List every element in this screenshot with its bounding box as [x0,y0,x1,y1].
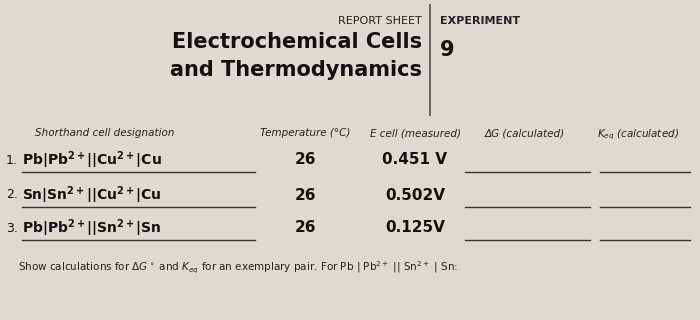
Text: Temperature (°C): Temperature (°C) [260,128,350,138]
Text: $\mathbf{Pb|Pb^{2+}||Cu^{2+}|Cu}$: $\mathbf{Pb|Pb^{2+}||Cu^{2+}|Cu}$ [22,149,162,171]
Text: 0.125V: 0.125V [385,220,445,236]
Text: $\mathbf{Pb|Pb^{2+}||Sn^{2+}|Sn}$: $\mathbf{Pb|Pb^{2+}||Sn^{2+}|Sn}$ [22,217,162,239]
Text: 0.502V: 0.502V [385,188,445,203]
Text: REPORT SHEET: REPORT SHEET [338,16,422,26]
Text: 0.451 V: 0.451 V [382,153,447,167]
Text: ΔG (calculated): ΔG (calculated) [485,128,565,138]
Text: E cell (measured): E cell (measured) [370,128,461,138]
Text: 26: 26 [294,153,316,167]
Text: 9: 9 [440,40,454,60]
Text: 26: 26 [294,188,316,203]
Text: 3.: 3. [6,221,18,235]
Text: $\mathbf{Sn|Sn^{2+}||Cu^{2+}|Cu}$: $\mathbf{Sn|Sn^{2+}||Cu^{2+}|Cu}$ [22,184,162,206]
Text: Electrochemical Cells: Electrochemical Cells [172,32,422,52]
Text: 2.: 2. [6,188,18,202]
Text: Show calculations for $\Delta G^\circ$ and $K_{eq}$ for an exemplary pair. For P: Show calculations for $\Delta G^\circ$ a… [18,260,458,276]
Text: and Thermodynamics: and Thermodynamics [170,60,422,80]
Text: Shorthand cell designation: Shorthand cell designation [35,128,174,138]
Text: 26: 26 [294,220,316,236]
Text: $K_{eq}$ (calculated): $K_{eq}$ (calculated) [597,128,679,142]
Text: EXPERIMENT: EXPERIMENT [440,16,520,26]
Text: 1.: 1. [6,154,18,166]
